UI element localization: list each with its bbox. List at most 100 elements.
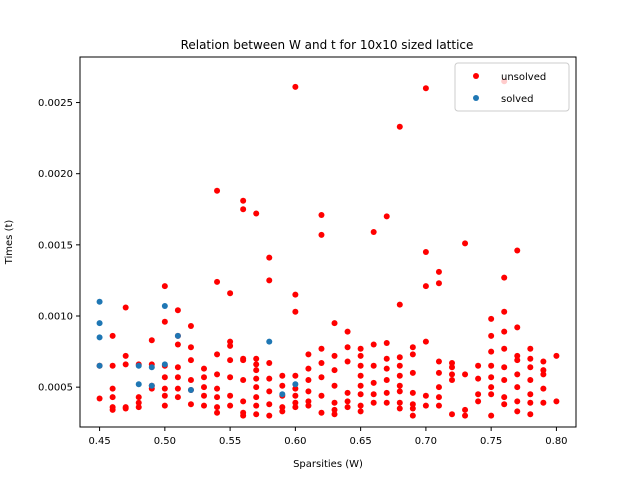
data-point-unsolved	[396, 301, 403, 308]
data-point-unsolved	[214, 278, 221, 285]
data-point-unsolved	[357, 408, 364, 415]
data-point-unsolved	[253, 210, 260, 217]
legend-marker-unsolved	[473, 73, 479, 79]
data-point-unsolved	[422, 283, 429, 290]
data-point-unsolved	[462, 240, 469, 247]
data-point-unsolved	[396, 388, 403, 395]
y-tick-label: 0.0020	[38, 169, 73, 180]
data-point-unsolved	[122, 304, 129, 311]
data-point-unsolved	[370, 399, 377, 406]
data-point-unsolved	[214, 351, 221, 358]
data-point-unsolved	[435, 384, 442, 391]
data-point-unsolved	[174, 364, 181, 371]
data-point-unsolved	[266, 401, 273, 408]
data-point-solved	[279, 391, 286, 398]
data-point-unsolved	[488, 315, 495, 322]
data-point-unsolved	[383, 389, 390, 396]
data-point-unsolved	[357, 362, 364, 369]
data-point-unsolved	[253, 402, 260, 409]
data-point-unsolved	[214, 371, 221, 378]
data-point-unsolved	[331, 382, 338, 389]
data-point-unsolved	[462, 412, 469, 419]
data-point-unsolved	[396, 123, 403, 130]
data-point-unsolved	[174, 385, 181, 392]
data-point-unsolved	[318, 374, 325, 381]
data-point-unsolved	[292, 404, 299, 411]
data-point-unsolved	[240, 357, 247, 364]
data-point-unsolved	[292, 385, 299, 392]
data-point-unsolved	[253, 394, 260, 401]
data-point-unsolved	[266, 277, 273, 284]
x-tick-label: 0.55	[219, 436, 241, 447]
data-point-unsolved	[501, 377, 508, 384]
data-point-unsolved	[161, 318, 168, 325]
data-point-unsolved	[370, 229, 377, 236]
data-point-unsolved	[161, 374, 168, 381]
data-point-unsolved	[227, 342, 234, 349]
plot-frame	[79, 56, 577, 428]
data-point-unsolved	[318, 409, 325, 416]
data-point-unsolved	[187, 322, 194, 329]
data-point-unsolved	[462, 406, 469, 413]
data-point-unsolved	[161, 385, 168, 392]
data-point-unsolved	[214, 187, 221, 194]
data-point-unsolved	[540, 371, 547, 378]
data-point-unsolved	[501, 345, 508, 352]
data-point-unsolved	[409, 389, 416, 396]
data-point-unsolved	[553, 398, 560, 405]
data-point-unsolved	[501, 308, 508, 315]
data-point-unsolved	[253, 355, 260, 362]
data-point-solved	[148, 382, 155, 389]
data-point-unsolved	[174, 307, 181, 314]
data-point-unsolved	[396, 372, 403, 379]
data-point-unsolved	[527, 399, 534, 406]
data-point-unsolved	[409, 351, 416, 358]
data-point-solved	[135, 381, 142, 388]
data-point-unsolved	[501, 274, 508, 281]
data-point-unsolved	[488, 412, 495, 419]
data-point-unsolved	[370, 391, 377, 398]
data-point-unsolved	[514, 398, 521, 405]
data-point-solved	[96, 334, 103, 341]
data-point-unsolved	[201, 402, 207, 409]
data-point-unsolved	[449, 359, 455, 366]
data-point-unsolved	[514, 352, 521, 359]
data-point-unsolved	[279, 408, 286, 415]
data-point-unsolved	[409, 369, 416, 376]
data-point-unsolved	[174, 341, 181, 348]
data-point-unsolved	[435, 358, 442, 365]
data-point-unsolved	[422, 392, 429, 399]
data-point-unsolved	[214, 385, 221, 392]
data-point-unsolved	[227, 374, 234, 381]
data-point-unsolved	[174, 374, 181, 381]
data-point-unsolved	[214, 394, 221, 401]
data-point-unsolved	[449, 371, 455, 378]
data-point-unsolved	[266, 412, 273, 419]
data-point-solved	[292, 381, 299, 388]
data-point-unsolved	[409, 412, 416, 419]
data-point-unsolved	[501, 394, 508, 401]
data-point-unsolved	[240, 398, 247, 405]
data-point-unsolved	[344, 404, 351, 411]
data-point-unsolved	[201, 392, 207, 399]
chart-title: Relation between W and t for 10x10 sized…	[181, 38, 474, 52]
data-point-unsolved	[279, 372, 286, 379]
data-point-unsolved	[422, 338, 429, 345]
data-point-unsolved	[527, 411, 534, 418]
data-point-unsolved	[240, 377, 247, 384]
x-axis: 0.45 0.50 0.55 0.60 0.65 0.70 0.75 0.80	[88, 427, 568, 447]
data-point-solved	[161, 361, 168, 368]
data-point-unsolved	[435, 369, 442, 376]
data-point-unsolved	[527, 364, 534, 371]
data-point-unsolved	[201, 365, 207, 372]
data-point-unsolved	[449, 364, 455, 371]
data-point-unsolved	[292, 83, 299, 90]
data-point-unsolved	[305, 377, 312, 384]
data-point-unsolved	[227, 392, 234, 399]
data-point-unsolved	[383, 365, 390, 372]
data-point-unsolved	[331, 352, 338, 359]
data-point-unsolved	[331, 411, 338, 418]
data-point-unsolved	[109, 362, 116, 369]
x-tick-label: 0.45	[88, 436, 110, 447]
data-point-unsolved	[201, 374, 207, 381]
